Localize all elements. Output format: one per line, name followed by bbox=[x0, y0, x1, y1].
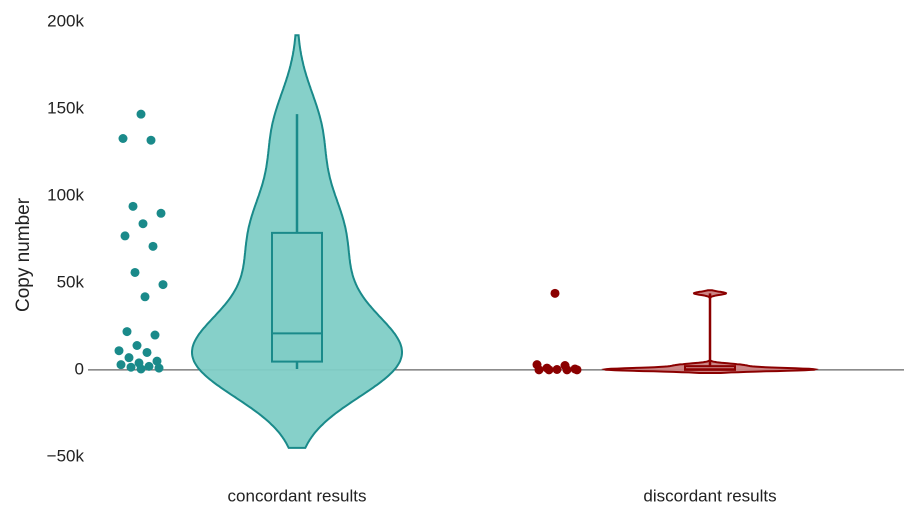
data-point bbox=[156, 208, 166, 218]
x-tick-label: concordant results bbox=[228, 486, 367, 505]
data-point bbox=[128, 201, 138, 211]
data-point bbox=[144, 361, 154, 371]
data-point bbox=[124, 353, 134, 363]
data-point bbox=[140, 292, 150, 302]
data-point bbox=[154, 363, 164, 373]
data-point bbox=[544, 365, 554, 375]
data-point bbox=[138, 219, 148, 229]
y-tick-label: 200k bbox=[47, 11, 84, 30]
data-point bbox=[114, 346, 124, 356]
data-point bbox=[552, 365, 562, 375]
y-tick-label: −50k bbox=[47, 446, 85, 465]
y-tick-label: 100k bbox=[47, 185, 84, 204]
y-axis-label: Copy number bbox=[13, 197, 34, 312]
data-point bbox=[534, 365, 544, 375]
data-point bbox=[152, 356, 162, 366]
data-point bbox=[136, 364, 146, 374]
data-point bbox=[132, 340, 142, 350]
data-point bbox=[146, 135, 156, 145]
data-point bbox=[148, 241, 158, 251]
data-point bbox=[122, 327, 132, 337]
data-point bbox=[550, 288, 560, 298]
box bbox=[271, 231, 323, 363]
data-point bbox=[130, 267, 140, 277]
data-point bbox=[136, 109, 146, 119]
data-point bbox=[126, 362, 136, 372]
x-tick-label: discordant results bbox=[643, 486, 776, 505]
data-point bbox=[118, 134, 128, 144]
data-point bbox=[562, 365, 572, 375]
data-point bbox=[120, 231, 130, 241]
data-point bbox=[142, 347, 152, 357]
data-point bbox=[158, 280, 168, 290]
y-tick-label: 0 bbox=[75, 359, 84, 378]
data-point bbox=[150, 330, 160, 340]
data-point bbox=[116, 360, 126, 370]
y-tick-label: 150k bbox=[47, 98, 84, 117]
data-point bbox=[572, 365, 582, 375]
y-tick-label: 50k bbox=[57, 272, 85, 291]
